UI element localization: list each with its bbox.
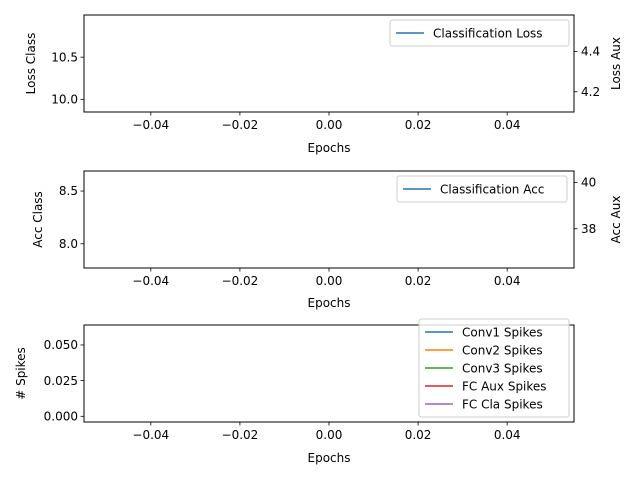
x-tick-label: 0.02 xyxy=(405,428,432,442)
panel-spikes: −0.04 −0.02 0.00 0.02 0.04 0.000 0.025 0.050 E… xyxy=(14,318,575,465)
y-axis-label-loss: Loss Class xyxy=(24,33,38,95)
y-tick-label: 10.0 xyxy=(51,93,78,107)
x-tick-label: 0.04 xyxy=(494,428,521,442)
x-axis-label-spikes: Epochs xyxy=(308,451,351,465)
y-right-tick-label: 4.2 xyxy=(581,85,600,99)
legend-label: Classification Loss xyxy=(433,26,543,40)
x-tick-label: −0.02 xyxy=(222,428,259,442)
panel-acc: −0.04 −0.02 0.00 0.02 0.04 8.0 8.5 38 40 Epoch… xyxy=(31,170,623,310)
x-axis-label-loss: Epochs xyxy=(308,141,351,155)
y-tick-label: 8.0 xyxy=(59,237,78,251)
legend-label: Classification Acc xyxy=(440,182,544,196)
y-axis-label-acc: Acc Class xyxy=(31,191,45,248)
x-tick-label: 0.02 xyxy=(405,118,432,132)
x-tick-label: 0.00 xyxy=(316,118,343,132)
x-tick-label: 0.02 xyxy=(405,274,432,288)
legend-label: FC Cla Spikes xyxy=(462,397,543,411)
y-ticks-acc: 8.0 8.5 xyxy=(59,184,84,251)
y-ticks-spikes: 0.000 0.025 0.050 xyxy=(44,338,84,423)
legend-box xyxy=(418,318,570,418)
legend-box xyxy=(396,175,568,203)
legend-label: FC Aux Spikes xyxy=(462,379,547,393)
x-tick-label: −0.04 xyxy=(132,428,169,442)
x-tick-label: −0.02 xyxy=(222,118,259,132)
legend-loss: Classification Loss xyxy=(389,19,570,47)
legend-label: Conv3 Spikes xyxy=(462,361,543,375)
y-right-tick-label: 40 xyxy=(581,176,596,190)
x-tick-label: 0.00 xyxy=(316,428,343,442)
x-tick-label: 0.04 xyxy=(494,118,521,132)
y-right-tick-label: 4.4 xyxy=(581,45,600,59)
y-tick-label: 0.025 xyxy=(44,374,78,388)
x-tick-label: −0.04 xyxy=(132,274,169,288)
x-tick-label: 0.04 xyxy=(494,274,521,288)
x-ticks-loss: −0.04 −0.02 0.00 0.02 0.04 xyxy=(132,112,521,132)
legend-label: Conv1 Spikes xyxy=(462,325,543,339)
y-tick-label: 0.000 xyxy=(44,409,78,423)
legend-box xyxy=(389,19,570,47)
x-tick-label: −0.04 xyxy=(132,118,169,132)
x-ticks-spikes: −0.04 −0.02 0.00 0.02 0.04 xyxy=(132,422,521,442)
panel-loss: −0.04 −0.02 0.00 0.02 0.04 10.0 10.5 4.2 4.4 E… xyxy=(24,14,623,155)
x-tick-label: −0.02 xyxy=(222,274,259,288)
legend-label: Conv2 Spikes xyxy=(462,343,543,357)
y-axis-label-right-acc: Acc Aux xyxy=(609,196,623,244)
y-ticks-right-loss: 4.2 4.4 xyxy=(574,45,600,99)
y-axis-label-right-loss: Loss Aux xyxy=(609,37,623,90)
y-right-tick-label: 38 xyxy=(581,222,596,236)
y-tick-label: 8.5 xyxy=(59,184,78,198)
x-ticks-acc: −0.04 −0.02 0.00 0.02 0.04 xyxy=(132,268,521,288)
x-tick-label: 0.00 xyxy=(316,274,343,288)
y-tick-label: 0.050 xyxy=(44,338,78,352)
legend-acc: Classification Acc xyxy=(396,175,568,203)
legend-spikes: Conv1 Spikes Conv2 Spikes Conv3 Spikes FC A… xyxy=(418,318,570,418)
y-axis-label-spikes: # Spikes xyxy=(14,347,28,400)
y-tick-label: 10.5 xyxy=(51,50,78,64)
x-axis-label-acc: Epochs xyxy=(308,296,351,310)
y-ticks-loss: 10.0 10.5 xyxy=(51,50,84,107)
y-ticks-right-acc: 38 40 xyxy=(574,176,596,236)
